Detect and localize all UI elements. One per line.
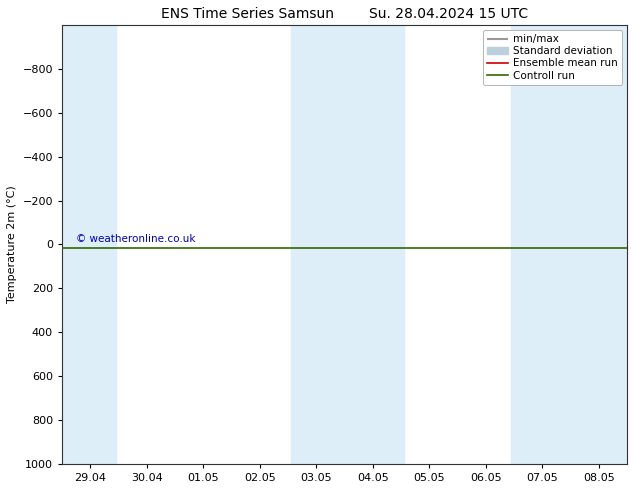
Bar xyxy=(511,25,627,464)
Y-axis label: Temperature 2m (°C): Temperature 2m (°C) xyxy=(7,186,17,303)
Text: © weatheronline.co.uk: © weatheronline.co.uk xyxy=(76,234,196,244)
Legend: min/max, Standard deviation, Ensemble mean run, Controll run: min/max, Standard deviation, Ensemble me… xyxy=(482,30,622,85)
Bar xyxy=(291,25,404,464)
Bar xyxy=(62,25,116,464)
Title: ENS Time Series Samsun        Su. 28.04.2024 15 UTC: ENS Time Series Samsun Su. 28.04.2024 15… xyxy=(161,7,528,21)
